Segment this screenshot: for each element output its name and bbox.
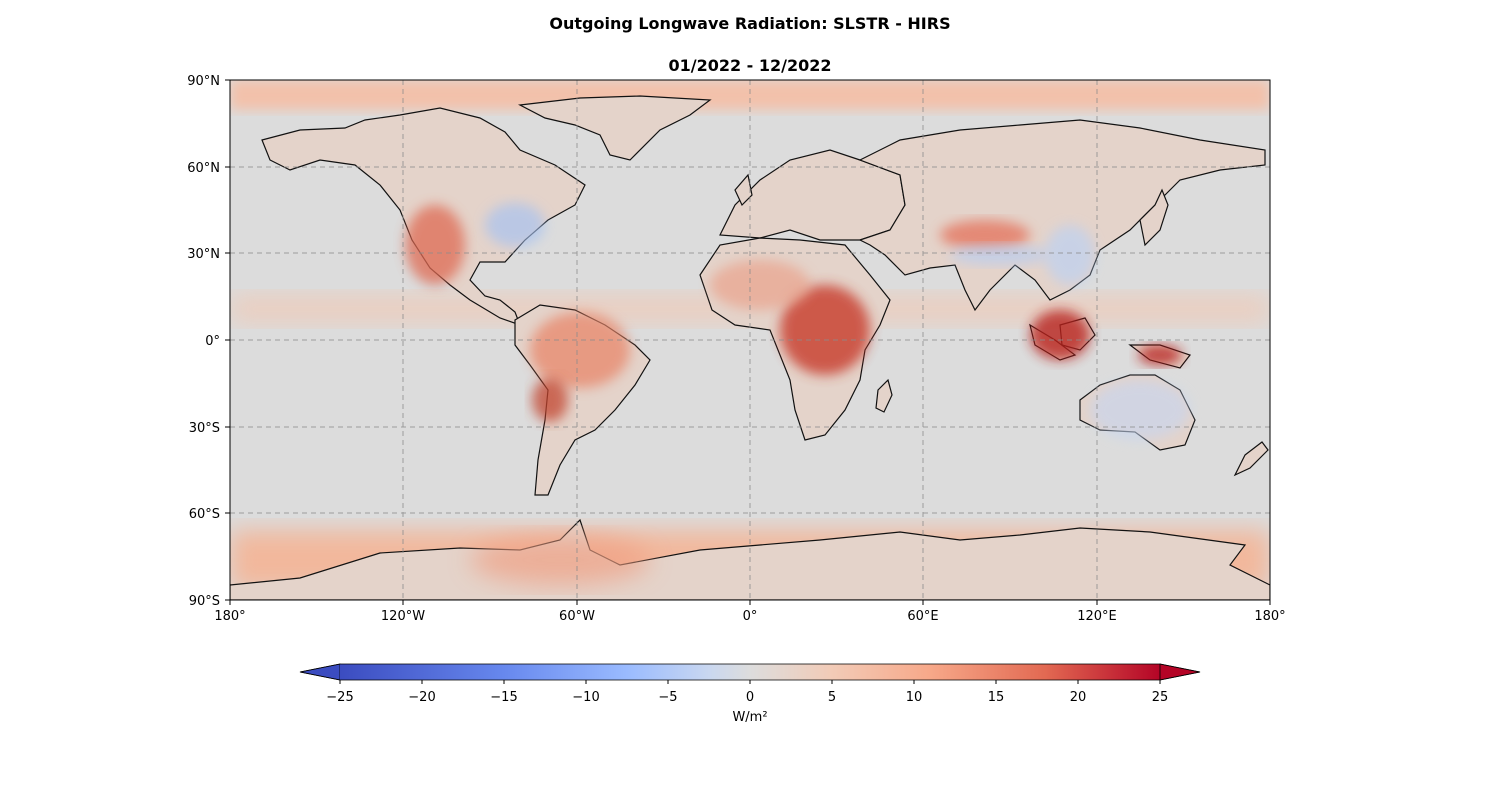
blob-sahel xyxy=(710,260,810,310)
cb-tick: −15 xyxy=(490,680,518,705)
lon-tick: 60°W xyxy=(559,600,595,624)
cb-tick: 25 xyxy=(1152,680,1169,705)
lon-tick-label: 180° xyxy=(214,609,245,624)
lat-tick: 60°N xyxy=(187,161,230,176)
cb-tick: 0 xyxy=(746,680,754,705)
cb-tick-label: −5 xyxy=(658,690,677,705)
blob-australia xyxy=(1090,380,1190,440)
gridlines xyxy=(230,80,1270,600)
lon-tick: 180° xyxy=(1254,600,1286,624)
lat-tick-label: 30°S xyxy=(189,421,220,436)
lat-tick-label: 90°S xyxy=(189,594,220,609)
colorbar-gradient xyxy=(340,664,1160,680)
cb-tick: 10 xyxy=(906,680,923,705)
lat-tick-label: 0° xyxy=(205,334,220,349)
lon-tick: 60°E xyxy=(907,600,939,624)
cb-tick: −10 xyxy=(572,680,600,705)
blob-andes xyxy=(532,378,568,422)
japan xyxy=(1139,188,1169,247)
cb-tick-label: −25 xyxy=(326,690,353,705)
lon-tick: 120°E xyxy=(1077,600,1117,624)
blob-weddell xyxy=(470,535,650,585)
lat-tick: 30°N xyxy=(187,247,230,262)
lon-tick-label: 120°W xyxy=(381,609,425,624)
lon-tick-label: 180° xyxy=(1254,609,1285,624)
cb-tick-label: 10 xyxy=(906,690,923,705)
cb-tick: −25 xyxy=(326,680,354,705)
cb-tick-label: 0 xyxy=(746,690,754,705)
lat-tick-label: 60°N xyxy=(187,161,220,176)
blob-new-guinea xyxy=(1138,345,1182,365)
blob-eastern-us xyxy=(485,203,545,247)
blob-indonesia xyxy=(1030,310,1090,360)
blob-amazon xyxy=(530,312,630,388)
lat-tick: 30°S xyxy=(189,421,230,436)
lon-tick-label: 60°E xyxy=(907,609,938,624)
colorbar-extend-min xyxy=(299,663,341,681)
colorbar-label: W/m² xyxy=(732,710,767,725)
british-isles xyxy=(734,173,753,207)
blob-central-africa xyxy=(780,285,870,375)
cb-tick-label: −10 xyxy=(572,690,599,705)
cb-tick: 5 xyxy=(828,680,836,705)
cb-tick-label: −20 xyxy=(408,690,435,705)
cb-tick-label: 20 xyxy=(1070,690,1087,705)
colorbar-extend-max xyxy=(1159,663,1201,681)
cb-tick-label: 15 xyxy=(988,690,1005,705)
lon-axis: 180° 120°W 60°W 0° 60°E 120°E 180° xyxy=(214,600,1286,624)
cb-tick: −5 xyxy=(658,680,678,705)
lat-tick: 90°N xyxy=(187,74,230,89)
chart-subtitle: 01/2022 - 12/2022 xyxy=(668,56,832,75)
lat-tick: 60°S xyxy=(189,507,230,522)
cb-tick: 20 xyxy=(1070,680,1087,705)
lat-tick-label: 60°S xyxy=(189,507,220,522)
lon-tick-label: 120°E xyxy=(1077,609,1117,624)
lat-tick-label: 90°N xyxy=(187,74,220,89)
lat-tick-label: 30°N xyxy=(187,247,220,262)
lon-tick: 180° xyxy=(214,600,246,624)
lon-tick-label: 0° xyxy=(743,609,758,624)
anomaly-blobs xyxy=(405,203,1190,585)
cb-tick-label: −15 xyxy=(490,690,517,705)
colorbar-ticks: −25 −20 −15 −10 −5 0 5 10 15 20 25 xyxy=(326,680,1168,705)
blob-east-asia xyxy=(1045,225,1095,285)
chart-title: Outgoing Longwave Radiation: SLSTR - HIR… xyxy=(549,14,951,33)
madagascar xyxy=(875,378,893,413)
lon-tick: 0° xyxy=(743,600,758,624)
cb-tick-label: 25 xyxy=(1152,690,1169,705)
blob-tibet xyxy=(940,220,1030,250)
lon-tick-label: 60°W xyxy=(559,609,595,624)
colorbar: −25 −20 −15 −10 −5 0 5 10 15 20 25 W/m² xyxy=(299,663,1201,725)
greenland xyxy=(517,95,712,161)
anomaly-field xyxy=(230,80,1270,600)
blob-himalaya xyxy=(950,245,1050,265)
cb-tick: 15 xyxy=(988,680,1005,705)
cb-tick: −20 xyxy=(408,680,436,705)
lat-tick: 0° xyxy=(205,334,230,349)
lon-tick: 120°W xyxy=(381,600,425,624)
blob-western-us xyxy=(405,205,465,285)
lat-axis: 90°N 60°N 30°N 0° 30°S 60°S 90°S xyxy=(187,74,230,609)
lat-tick: 90°S xyxy=(189,594,230,609)
new-zealand xyxy=(1233,441,1269,477)
cb-tick-label: 5 xyxy=(828,690,836,705)
